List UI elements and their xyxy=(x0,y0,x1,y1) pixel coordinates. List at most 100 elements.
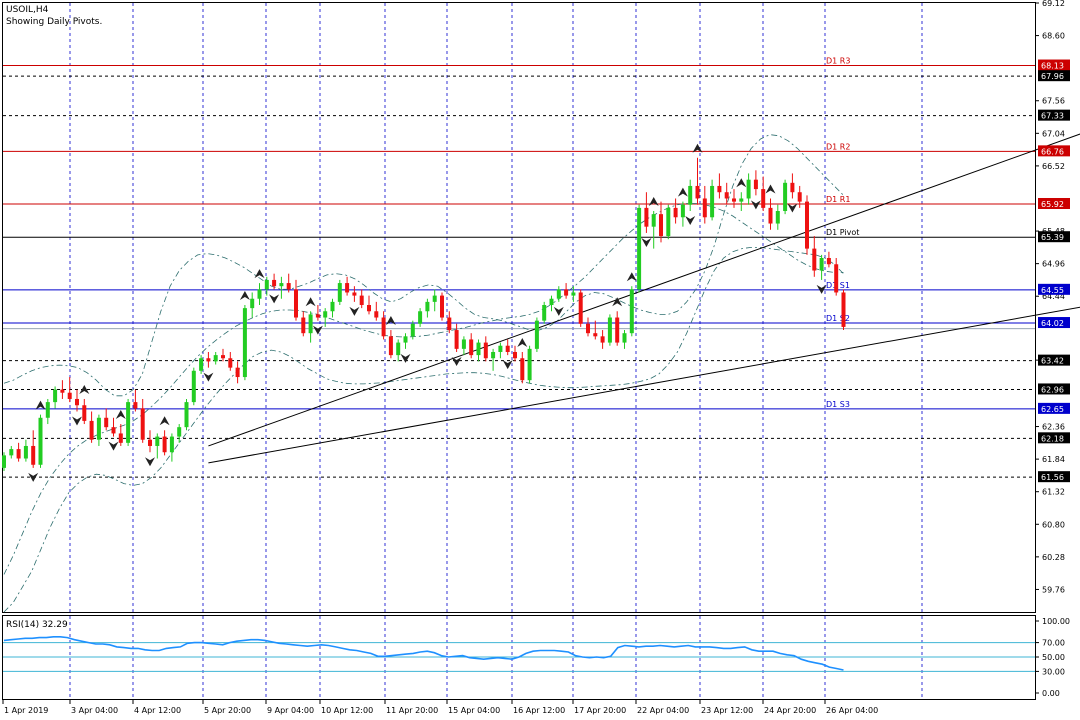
price-level-box xyxy=(1038,59,1070,71)
fractal-down-marker xyxy=(451,356,462,366)
candle-body xyxy=(96,417,101,440)
x-tick-label: 23 Apr 12:00 xyxy=(701,706,753,715)
candle-body xyxy=(600,336,605,343)
candle xyxy=(111,417,116,437)
candle xyxy=(16,442,21,462)
fractal-up-marker xyxy=(517,337,528,347)
candle-body xyxy=(549,298,554,305)
candle xyxy=(593,320,598,340)
candle-body xyxy=(359,295,364,305)
candle xyxy=(491,348,496,371)
candle-body xyxy=(199,358,204,371)
y-tick-label: 64.44 xyxy=(1042,292,1065,301)
x-tick-label: 17 Apr 20:00 xyxy=(574,706,626,715)
fractal-up-marker xyxy=(254,269,265,279)
candle xyxy=(505,339,510,356)
candle-body xyxy=(615,317,620,343)
candle xyxy=(184,398,189,431)
fractal-markers xyxy=(28,143,827,482)
price-level-value: 63.42 xyxy=(1041,357,1064,366)
price-level-value: 68.13 xyxy=(1041,62,1064,71)
candle xyxy=(724,182,729,205)
candle-body xyxy=(155,436,160,446)
candle-body xyxy=(644,207,649,227)
candle xyxy=(206,351,211,368)
candle xyxy=(352,286,357,302)
candle xyxy=(228,351,233,371)
price-level-value: 66.76 xyxy=(1041,147,1064,156)
candle-body xyxy=(520,358,525,381)
candle xyxy=(242,304,247,381)
x-tick-label: 1 Apr 2019 xyxy=(4,706,48,715)
fractal-down-marker xyxy=(641,237,652,247)
candle-body xyxy=(637,207,642,290)
candle-body xyxy=(403,336,408,343)
candle-body xyxy=(556,289,561,299)
candles xyxy=(2,157,846,472)
fractal-up-marker xyxy=(677,187,688,197)
candle-body xyxy=(410,323,415,337)
price-level-box xyxy=(1038,231,1070,243)
candle xyxy=(746,173,751,205)
price-level-box xyxy=(1038,283,1070,295)
candle-body xyxy=(53,389,58,403)
vertical-grid xyxy=(69,3,923,699)
candle xyxy=(388,330,393,359)
candle xyxy=(578,289,583,327)
candle xyxy=(75,389,79,412)
candle xyxy=(250,292,255,318)
candle xyxy=(615,311,620,346)
candle-body xyxy=(447,317,452,331)
price-level-value: 62.65 xyxy=(1041,405,1064,414)
rsi-title: RSI(14) 32.29 xyxy=(6,620,68,630)
y-tick-label: 60.80 xyxy=(1042,520,1065,529)
candle xyxy=(359,289,364,309)
candle-body xyxy=(797,192,802,202)
fractal-down-marker xyxy=(28,472,39,482)
candle xyxy=(775,204,780,230)
fractal-up-marker xyxy=(79,384,90,394)
chart-title: USOIL,H4 xyxy=(6,5,49,15)
rsi-tick-label: 70.00 xyxy=(1042,639,1065,648)
candle-body xyxy=(753,179,758,190)
candle xyxy=(520,351,525,384)
y-tick-label: 60.28 xyxy=(1042,553,1065,562)
price-level-box xyxy=(1038,197,1070,209)
lower-band xyxy=(3,246,844,613)
candle xyxy=(31,430,36,468)
candle xyxy=(527,345,532,384)
upper-band xyxy=(3,134,844,397)
fractal-up-marker xyxy=(648,197,659,207)
candle-body xyxy=(513,351,517,359)
candle xyxy=(118,424,123,446)
x-tick-label: 11 Apr 20:00 xyxy=(386,706,438,715)
price-level-box xyxy=(1038,471,1070,483)
candle xyxy=(447,311,452,334)
candle-body xyxy=(629,289,634,334)
candle xyxy=(556,286,561,302)
candle xyxy=(323,308,328,327)
y-tick-label: 69.12 xyxy=(1042,0,1065,8)
candle-body xyxy=(82,405,87,421)
candle-body xyxy=(527,348,532,381)
candle-body xyxy=(272,279,277,287)
candle xyxy=(790,173,795,199)
candle xyxy=(60,380,65,399)
fractal-down-marker xyxy=(502,360,513,370)
price-level-name: D1 R2 xyxy=(826,142,850,151)
candle xyxy=(199,355,204,374)
candle xyxy=(761,176,766,212)
candle-body xyxy=(9,449,14,456)
candle-body xyxy=(717,185,722,193)
candle xyxy=(272,273,277,290)
candle xyxy=(337,279,342,305)
candle-body xyxy=(75,398,79,406)
fractal-up-marker xyxy=(765,184,776,194)
candle-body xyxy=(162,436,167,453)
x-tick-label: 5 Apr 20:00 xyxy=(204,706,251,715)
fractal-down-marker xyxy=(269,294,280,304)
candle-body xyxy=(323,311,328,318)
price-level-name: D1 R3 xyxy=(826,57,850,66)
time-axis: 1 Apr 2019 3 Apr 04:00 4 Apr 12:00 5 Apr 20… xyxy=(2,700,878,715)
